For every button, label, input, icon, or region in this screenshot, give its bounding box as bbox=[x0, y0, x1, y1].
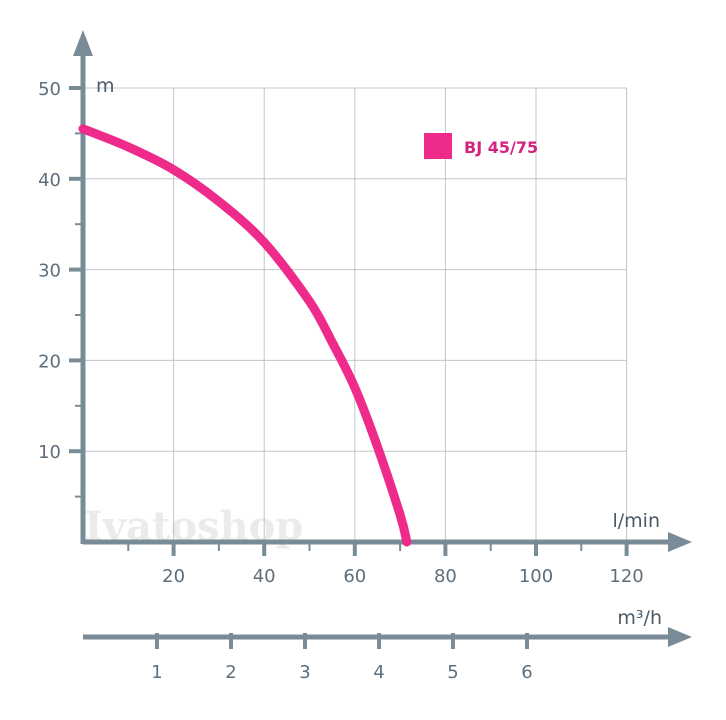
x-tick-label: 20 bbox=[162, 566, 185, 587]
y-tick-label: 40 bbox=[38, 170, 61, 191]
y-tick-label: 30 bbox=[38, 261, 61, 282]
x2-axis-arrow-icon bbox=[668, 627, 692, 647]
x-tick-label: 100 bbox=[519, 566, 553, 587]
series-line-bj-45-75 bbox=[78, 124, 412, 547]
x2-tick-label: 4 bbox=[373, 662, 384, 683]
x2-axis-label: m³/h bbox=[617, 607, 662, 629]
ticks: 20 40 60 80 100 120 10 20 30 40 50 1 2 3 4 5 6 m l/min m³/h bbox=[38, 75, 662, 683]
x-tick-label: 40 bbox=[253, 566, 276, 587]
legend-swatch bbox=[424, 133, 452, 159]
legend: BJ 45/75 bbox=[424, 133, 538, 159]
y-tick-label: 20 bbox=[38, 351, 61, 372]
x2-tick-label: 2 bbox=[225, 662, 236, 683]
x2-tick-label: 6 bbox=[521, 662, 532, 683]
y-axis-label: m bbox=[96, 75, 115, 97]
x2-tick-label: 1 bbox=[151, 662, 162, 683]
legend-label: BJ 45/75 bbox=[464, 138, 538, 157]
grid bbox=[83, 87, 628, 542]
y-axis-arrow-icon bbox=[73, 30, 93, 56]
axes bbox=[73, 30, 692, 647]
x-axis-arrow-icon bbox=[668, 532, 692, 552]
y-tick-label: 50 bbox=[38, 79, 61, 100]
x2-tick-label: 5 bbox=[447, 662, 458, 683]
x-axis-label: l/min bbox=[612, 510, 660, 532]
x-tick-label: 60 bbox=[343, 566, 366, 587]
x-tick-label: 80 bbox=[434, 566, 457, 587]
series-layer bbox=[78, 124, 412, 547]
x2-tick-label: 3 bbox=[299, 662, 310, 683]
x-tick-label: 120 bbox=[609, 566, 643, 587]
y-tick-label: 10 bbox=[38, 442, 61, 463]
